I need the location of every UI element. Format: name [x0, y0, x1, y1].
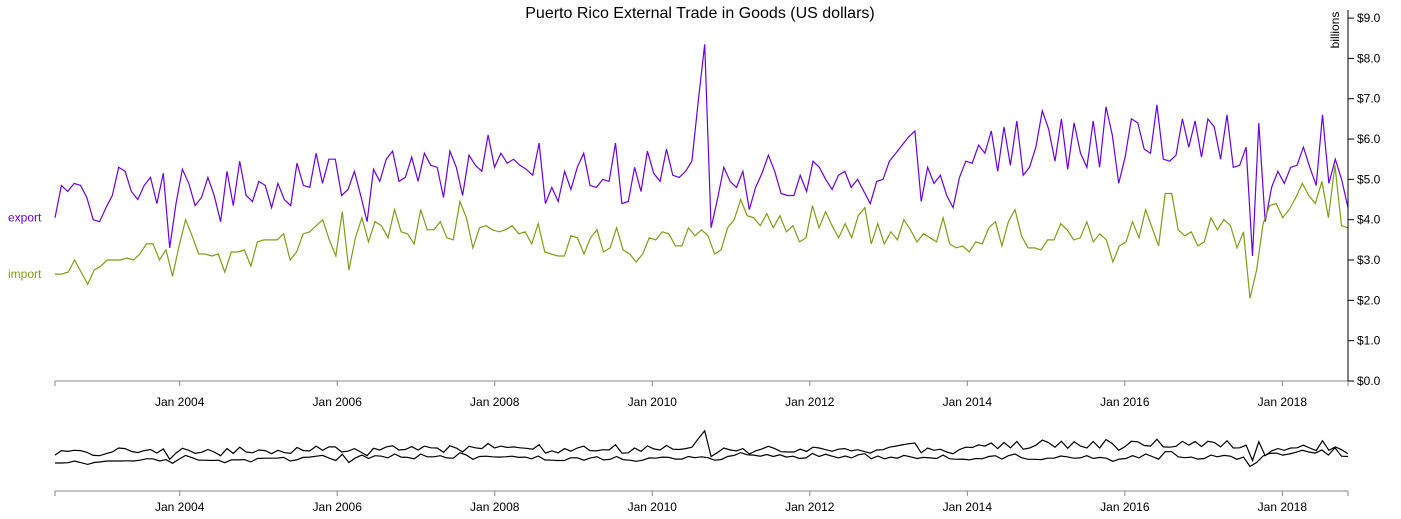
series-line-export — [54, 44, 1349, 257]
x-tick-label: Jan 2008 — [470, 395, 520, 409]
overview-x-tick-label: Jan 2018 — [1258, 500, 1308, 514]
y-tick-label: $1.0 — [1357, 334, 1381, 348]
overview-x-tick-label: Jan 2006 — [313, 500, 363, 514]
y-tick-label: $7.0 — [1357, 92, 1381, 106]
series-label-import: import — [8, 267, 42, 281]
x-tick-label: Jan 2004 — [155, 395, 205, 409]
overview-x-tick-label: Jan 2010 — [628, 500, 678, 514]
overview-line-export — [54, 429, 1349, 463]
overview-x-tick-label: Jan 2016 — [1100, 500, 1150, 514]
overview-x-tick-label: Jan 2004 — [155, 500, 205, 514]
x-tick-label: Jan 2010 — [628, 395, 678, 409]
y-tick-label: $0.0 — [1357, 374, 1381, 388]
y-tick-label: $6.0 — [1357, 132, 1381, 146]
overview-navigator[interactable]: Jan 2004 Jan 2006 Jan 2008 Jan 2010 Jan 2012… — [54, 429, 1349, 514]
y-tick-label: $4.0 — [1357, 213, 1381, 227]
y-tick-label: $5.0 — [1357, 172, 1381, 186]
main-plot: export import Jan 2004 Jan 2006 Jan 2008 Jan… — [8, 10, 1381, 409]
x-tick-label: Jan 2006 — [313, 395, 363, 409]
x-tick-label: Jan 2012 — [785, 395, 835, 409]
overview-x-tick-label: Jan 2012 — [785, 500, 835, 514]
overview-line-import — [55, 446, 1349, 468]
y-unit-label: billions — [1328, 12, 1342, 49]
overview-x-tick-label: Jan 2008 — [470, 500, 520, 514]
x-tick-label: Jan 2014 — [943, 395, 993, 409]
y-tick-label: $9.0 — [1357, 11, 1381, 25]
series-line-import — [55, 165, 1349, 299]
chart-title: Puerto Rico External Trade in Goods (US … — [525, 5, 874, 22]
y-tick-label: $2.0 — [1357, 293, 1381, 307]
x-tick-label: Jan 2018 — [1258, 395, 1308, 409]
y-tick-label: $3.0 — [1357, 253, 1381, 267]
x-tick-label: Jan 2016 — [1100, 395, 1150, 409]
y-tick-label: $8.0 — [1357, 51, 1381, 65]
overview-x-tick-label: Jan 2014 — [943, 500, 993, 514]
series-label-export: export — [8, 211, 42, 225]
